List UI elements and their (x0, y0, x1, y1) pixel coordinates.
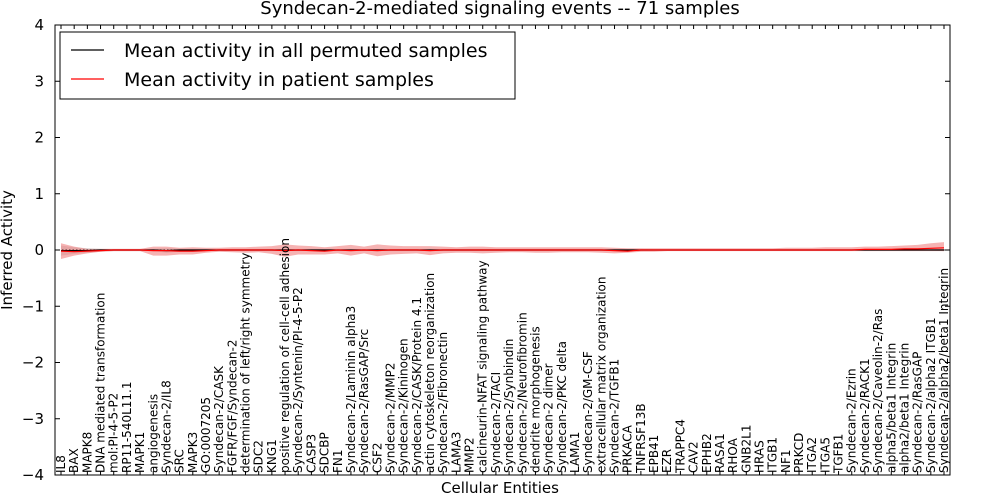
x-category-label: MAPK1 (133, 432, 147, 473)
x-category-label: Syndecan-2/CASK (212, 365, 226, 473)
x-category-label: Syndecan-2/TACI (489, 372, 503, 473)
x-category-label: MAPK8 (80, 432, 94, 473)
category-label-layer: IL8 BAX MAPK8 DNA mediated transformation mo… (54, 238, 951, 474)
x-category-label: BAX (67, 448, 81, 473)
x-category-label: NF1 (779, 449, 793, 473)
y-tick-label: −1 (22, 297, 44, 315)
x-category-label: Syndecan-2/RACK1 (858, 358, 872, 473)
x-category-label: SDC2 (252, 440, 266, 473)
y-tick-label: 1 (34, 185, 44, 203)
x-axis-title: Cellular Entities (441, 479, 559, 497)
x-category-label: PRKACA (621, 424, 635, 473)
x-category-label: Syndecan-2/alpha2 ITGB1 (924, 317, 938, 473)
x-category-label: KNG1 (265, 439, 279, 473)
x-category-label: EZR (660, 449, 674, 473)
legend: Mean activity in all permuted samples Me… (59, 31, 516, 100)
y-tick-label: 3 (34, 72, 44, 90)
x-category-label: extracellular matrix organization (594, 277, 608, 474)
x-category-label: Syndecan-2/alpha2/beta1 Integrin (937, 268, 951, 473)
x-category-label: MAPK3 (186, 432, 200, 473)
x-category-label: Syndecan-2/Syntenin/PI-4-5-P2 (291, 287, 305, 473)
y-tick-label: 2 (34, 129, 44, 147)
line-layer (60, 247, 945, 253)
x-category-label: angiogenesis (146, 394, 160, 473)
x-category-label: dendrite morphogenesis (528, 326, 542, 473)
x-category-label: LAMA3 (449, 432, 463, 473)
x-category-label: RHOA (726, 437, 740, 473)
x-category-label: SDCBP (318, 432, 332, 473)
x-category-label: MMP2 (463, 437, 477, 473)
x-category-label: IL8 (54, 455, 68, 473)
x-category-label: TRAPPC4 (673, 419, 687, 474)
x-category-label: EPB41 (647, 435, 661, 473)
y-tick-label: −4 (22, 466, 44, 484)
x-category-label: LAMA1 (568, 432, 582, 473)
x-category-label: EPHB2 (700, 433, 714, 473)
y-tick-label: −2 (22, 354, 44, 372)
x-category-label: Syndecan-2/Laminin alpha3 (344, 306, 358, 473)
x-category-label: Syndecan-2/RasGAP (911, 352, 925, 473)
y-tick-layer: −4 −3 −2 −1 0 1 2 3 4 (22, 16, 950, 484)
x-category-label: Syndecan-2/MMP2 (384, 363, 398, 473)
x-category-label: positive regulation of cell-cell adhesio… (278, 238, 292, 473)
x-category-label: Syndecan-2/IL8 (159, 380, 173, 473)
x-category-label: alpha2/beta1 Integrin (898, 343, 912, 473)
x-category-label: Syndecan-2/TGFB1 (608, 359, 622, 473)
x-category-label: Syndecan-2/Caveolin-2/Ras (871, 309, 885, 473)
x-category-label: CASP3 (304, 434, 318, 473)
x-category-label: Syndecan-2/Synbindin (502, 339, 516, 473)
legend-label-permuted: Mean activity in all permuted samples (124, 40, 487, 62)
y-axis-title: Inferred Activity (0, 190, 16, 310)
x-category-label: PRKCD (792, 433, 806, 473)
x-category-label: FGFR/FGF/Syndecan-2 (225, 340, 239, 473)
x-category-label: Syndecan-2/Fibronectin (436, 332, 450, 473)
x-category-label: CAV2 (687, 441, 701, 473)
x-tick-layer (60, 25, 945, 475)
x-category-label: TGFB1 (832, 434, 846, 474)
x-category-label: ITGA5 (818, 437, 832, 473)
x-category-label: HRAS (753, 440, 767, 473)
y-tick-label: 0 (34, 241, 44, 259)
x-category-label: alpha5/beta1 Integrin (884, 343, 898, 473)
x-category-label: Syndecan-2/PKC delta (555, 341, 569, 473)
x-category-label: RP11-540L11.1 (120, 382, 134, 473)
x-category-label: FN1 (331, 449, 345, 473)
x-category-label: actin cytoskeleton reorganization (423, 273, 437, 473)
x-category-label: Syndecan-2/Ezrin (845, 368, 859, 473)
x-category-label: Syndecan-2 dimer (542, 363, 556, 473)
legend-box (59, 31, 516, 100)
series-line-patient (60, 247, 945, 253)
x-category-label: RASA1 (713, 433, 727, 473)
x-category-label: GNB2L1 (739, 425, 753, 473)
legend-label-patient: Mean activity in patient samples (124, 69, 434, 91)
chart-title: Syndecan-2-mediated signaling events -- … (260, 0, 739, 19)
y-tick-label: −3 (22, 410, 44, 428)
x-category-label: TNFRSF13B (634, 403, 648, 474)
x-category-label: determination of left/right symmetry (239, 253, 253, 473)
y-tick-label: 4 (34, 16, 44, 34)
x-category-label: Syndecan-2/Kininogen (397, 338, 411, 473)
x-category-label: GO:0007205 (199, 397, 213, 473)
x-category-label: ITGA2 (805, 437, 819, 473)
x-category-label: Syndecan-2/CASK/Protein 4.1 (410, 297, 424, 473)
x-category-label: Syndecan-2/RasGAP/Src (357, 329, 371, 473)
x-category-label: mol:PI-4-5-P2 (107, 393, 121, 473)
x-category-label: Syndecan-2/Neurofibromin (515, 312, 529, 473)
x-category-label: calcineurin-NFAT signaling pathway (476, 260, 490, 473)
plot-frame (54, 24, 951, 476)
x-category-label: SRC (173, 449, 187, 473)
x-category-label: ITGB1 (766, 437, 780, 473)
x-category-label: DNA mediated transformation (94, 293, 108, 473)
x-category-label: Syndecan-2/GM-CSF (581, 351, 595, 473)
x-category-label: CSF2 (370, 442, 384, 473)
